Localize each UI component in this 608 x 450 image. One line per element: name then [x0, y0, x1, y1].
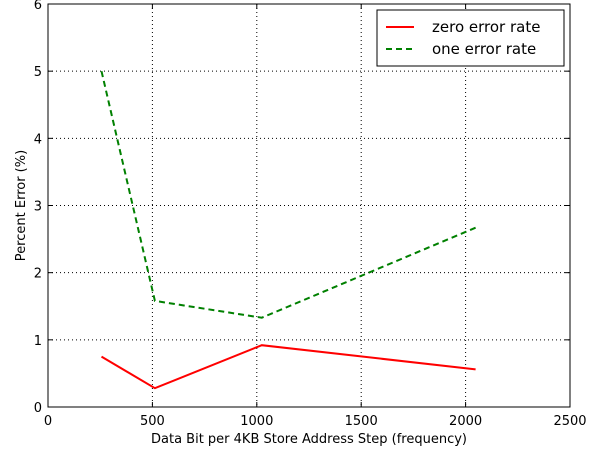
- axis-ticks: [47, 3, 571, 408]
- x-tick-label: 1500: [345, 414, 378, 429]
- x-tick-label: 1000: [240, 414, 273, 429]
- x-tick-label: 0: [44, 414, 52, 429]
- series-line-one-error-rate: [100, 70, 476, 319]
- grid-lines: [48, 4, 570, 407]
- y-tick-label: 4: [34, 132, 42, 147]
- legend-label-one-error-rate: one error rate: [432, 40, 536, 58]
- y-tick-label: 6: [34, 0, 42, 13]
- x-tick-label: 500: [140, 414, 165, 429]
- y-tick-label: 2: [34, 267, 42, 282]
- y-tick-label: 5: [34, 65, 42, 80]
- legend-label-zero-error-rate: zero error rate: [432, 18, 540, 36]
- legend: zero error rate one error rate: [376, 9, 565, 67]
- legend-box: [376, 9, 565, 67]
- y-tick-label: 1: [34, 334, 42, 349]
- x-axis-label: Data Bit per 4KB Store Address Step (fre…: [151, 432, 467, 447]
- y-axis-label: Percent Error (%): [14, 150, 29, 261]
- x-tick-label: 2500: [553, 414, 586, 429]
- series-line-zero-error-rate: [100, 344, 476, 390]
- y-tick-label: 3: [34, 200, 42, 215]
- y-tick-labels: 0 1 2 3 4 5 6: [34, 0, 42, 416]
- x-tick-labels: 0 500 1000 1500 2000 2500: [44, 414, 587, 429]
- y-tick-label: 0: [34, 401, 42, 416]
- series-layer: [100, 70, 476, 390]
- x-tick-label: 2000: [449, 414, 482, 429]
